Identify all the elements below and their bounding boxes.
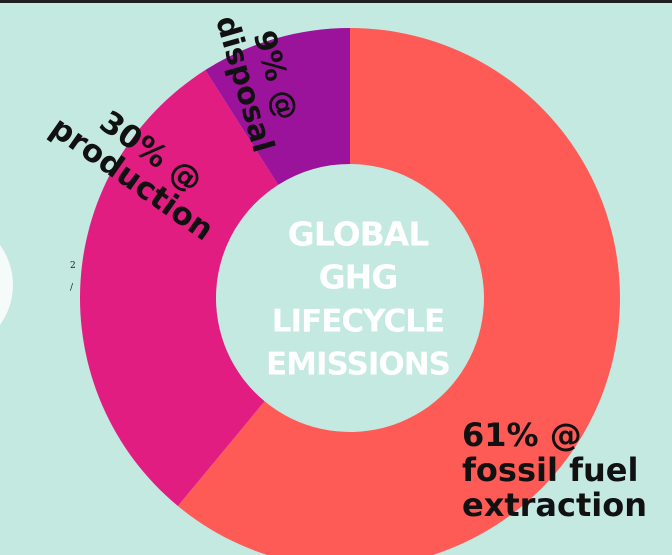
left-partial-circle <box>0 245 13 325</box>
stray-mark-1: 2 <box>70 261 76 271</box>
stray-mark-2: / <box>70 283 74 293</box>
center-title-line: EMISSIONS <box>266 347 450 383</box>
slice-label-line: fossil fuel <box>462 451 638 489</box>
top-border <box>0 0 672 3</box>
slice-production <box>80 70 279 507</box>
slice-label-line: 61% @ <box>462 416 582 454</box>
center-title-line: GLOBAL <box>288 215 430 254</box>
slice-disposal <box>205 28 350 185</box>
slices-layer <box>80 28 620 555</box>
center-title-line: GHG <box>319 258 398 297</box>
slice-fossil-fuel-extraction <box>177 28 620 555</box>
slice-label-line: extraction <box>462 486 647 524</box>
center-title-line: LIFECYCLE <box>272 304 444 340</box>
center-title: GLOBAL GHG LIFECYCLE EMISSIONS <box>266 215 451 383</box>
